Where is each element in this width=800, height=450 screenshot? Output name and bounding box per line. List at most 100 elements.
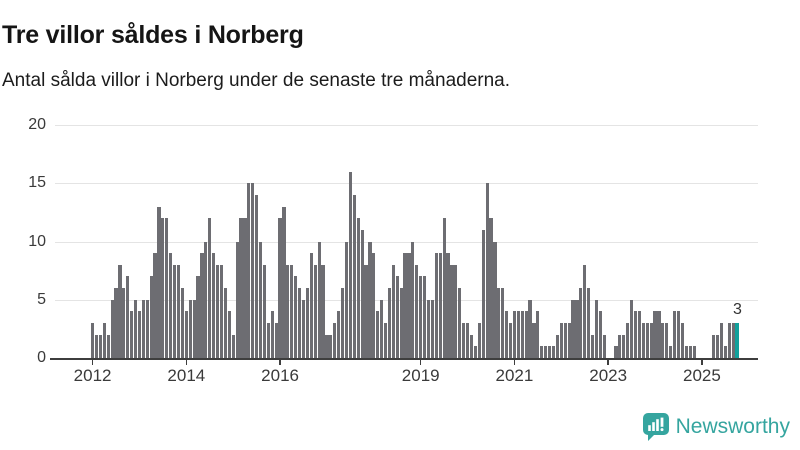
bar [618, 334, 622, 358]
x-axis-tick [91, 360, 94, 365]
bar [169, 253, 173, 358]
bar [251, 183, 255, 358]
bar [364, 264, 368, 358]
x-axis-tick [607, 360, 609, 365]
bar [208, 218, 212, 358]
bar [270, 311, 274, 358]
x-axis-label: 2025 [683, 366, 721, 385]
bar [723, 346, 727, 358]
bar [106, 334, 110, 358]
bar [645, 323, 649, 358]
bar [571, 299, 575, 358]
bar [118, 264, 122, 358]
bar [676, 311, 681, 358]
x-axis-tick [185, 360, 188, 365]
bar [458, 288, 462, 358]
bar [419, 276, 423, 358]
gridline [55, 125, 758, 126]
bar [633, 311, 638, 358]
x-axis-tick [279, 360, 281, 365]
bar [102, 323, 106, 358]
bar [469, 334, 474, 358]
bar [137, 311, 142, 358]
bar [239, 218, 243, 358]
bar [567, 323, 571, 358]
bar [665, 323, 669, 358]
bar [438, 253, 442, 358]
bar [583, 264, 587, 358]
bar [94, 334, 99, 358]
bar [587, 288, 591, 358]
bar [235, 241, 239, 358]
bar [243, 218, 247, 358]
bar [688, 346, 692, 358]
bar [532, 323, 536, 358]
bar [196, 276, 200, 358]
bar [317, 241, 321, 358]
bar [680, 323, 684, 358]
bar [188, 299, 192, 358]
bar [423, 276, 427, 358]
bar [598, 311, 602, 358]
bar [157, 206, 161, 358]
bar [126, 276, 130, 358]
axis-baseline [50, 358, 758, 360]
bar [653, 311, 657, 358]
bar [473, 346, 477, 358]
bar [399, 288, 403, 358]
bar [372, 253, 376, 358]
bar [497, 288, 501, 358]
newsworthy-logo-text: Newsworthy [675, 415, 790, 438]
bar [602, 334, 606, 358]
bar [176, 264, 181, 358]
bar [594, 299, 599, 358]
bar [575, 299, 579, 358]
bar [348, 171, 352, 358]
bar [407, 253, 411, 358]
bar [383, 323, 388, 358]
bar [454, 264, 458, 358]
bar [637, 311, 642, 358]
bar [516, 311, 520, 358]
bar [446, 253, 450, 358]
bar [465, 323, 470, 358]
bar [649, 323, 653, 358]
bar [563, 323, 567, 358]
bar [692, 346, 696, 358]
bar [555, 334, 559, 358]
y-axis-label: 15 [28, 174, 46, 192]
bar [153, 253, 157, 358]
bar [255, 194, 259, 358]
bar [477, 323, 481, 358]
bar [262, 264, 267, 358]
bar [489, 218, 493, 358]
bar [247, 183, 251, 358]
bar [544, 346, 548, 358]
bar [278, 218, 282, 358]
bar [376, 311, 380, 358]
bar [368, 241, 372, 358]
bar [227, 311, 231, 358]
bar [622, 334, 626, 358]
bar [298, 288, 302, 358]
bar [512, 311, 517, 358]
bar [493, 241, 497, 358]
newsworthy-logo-icon [642, 413, 669, 441]
bar [266, 323, 270, 358]
bar [524, 311, 528, 358]
plot-area [55, 125, 758, 358]
bar [98, 334, 102, 358]
bar [520, 311, 524, 358]
x-axis-label: 2023 [589, 366, 628, 385]
bar [130, 311, 134, 358]
bar [309, 253, 313, 358]
bar [313, 264, 317, 358]
bar [501, 288, 505, 358]
bar [430, 299, 434, 358]
bar [340, 288, 345, 358]
bar [536, 311, 540, 358]
bar [145, 299, 149, 358]
bar [395, 276, 399, 358]
y-axis-label: 5 [37, 290, 46, 308]
bar [579, 288, 583, 358]
